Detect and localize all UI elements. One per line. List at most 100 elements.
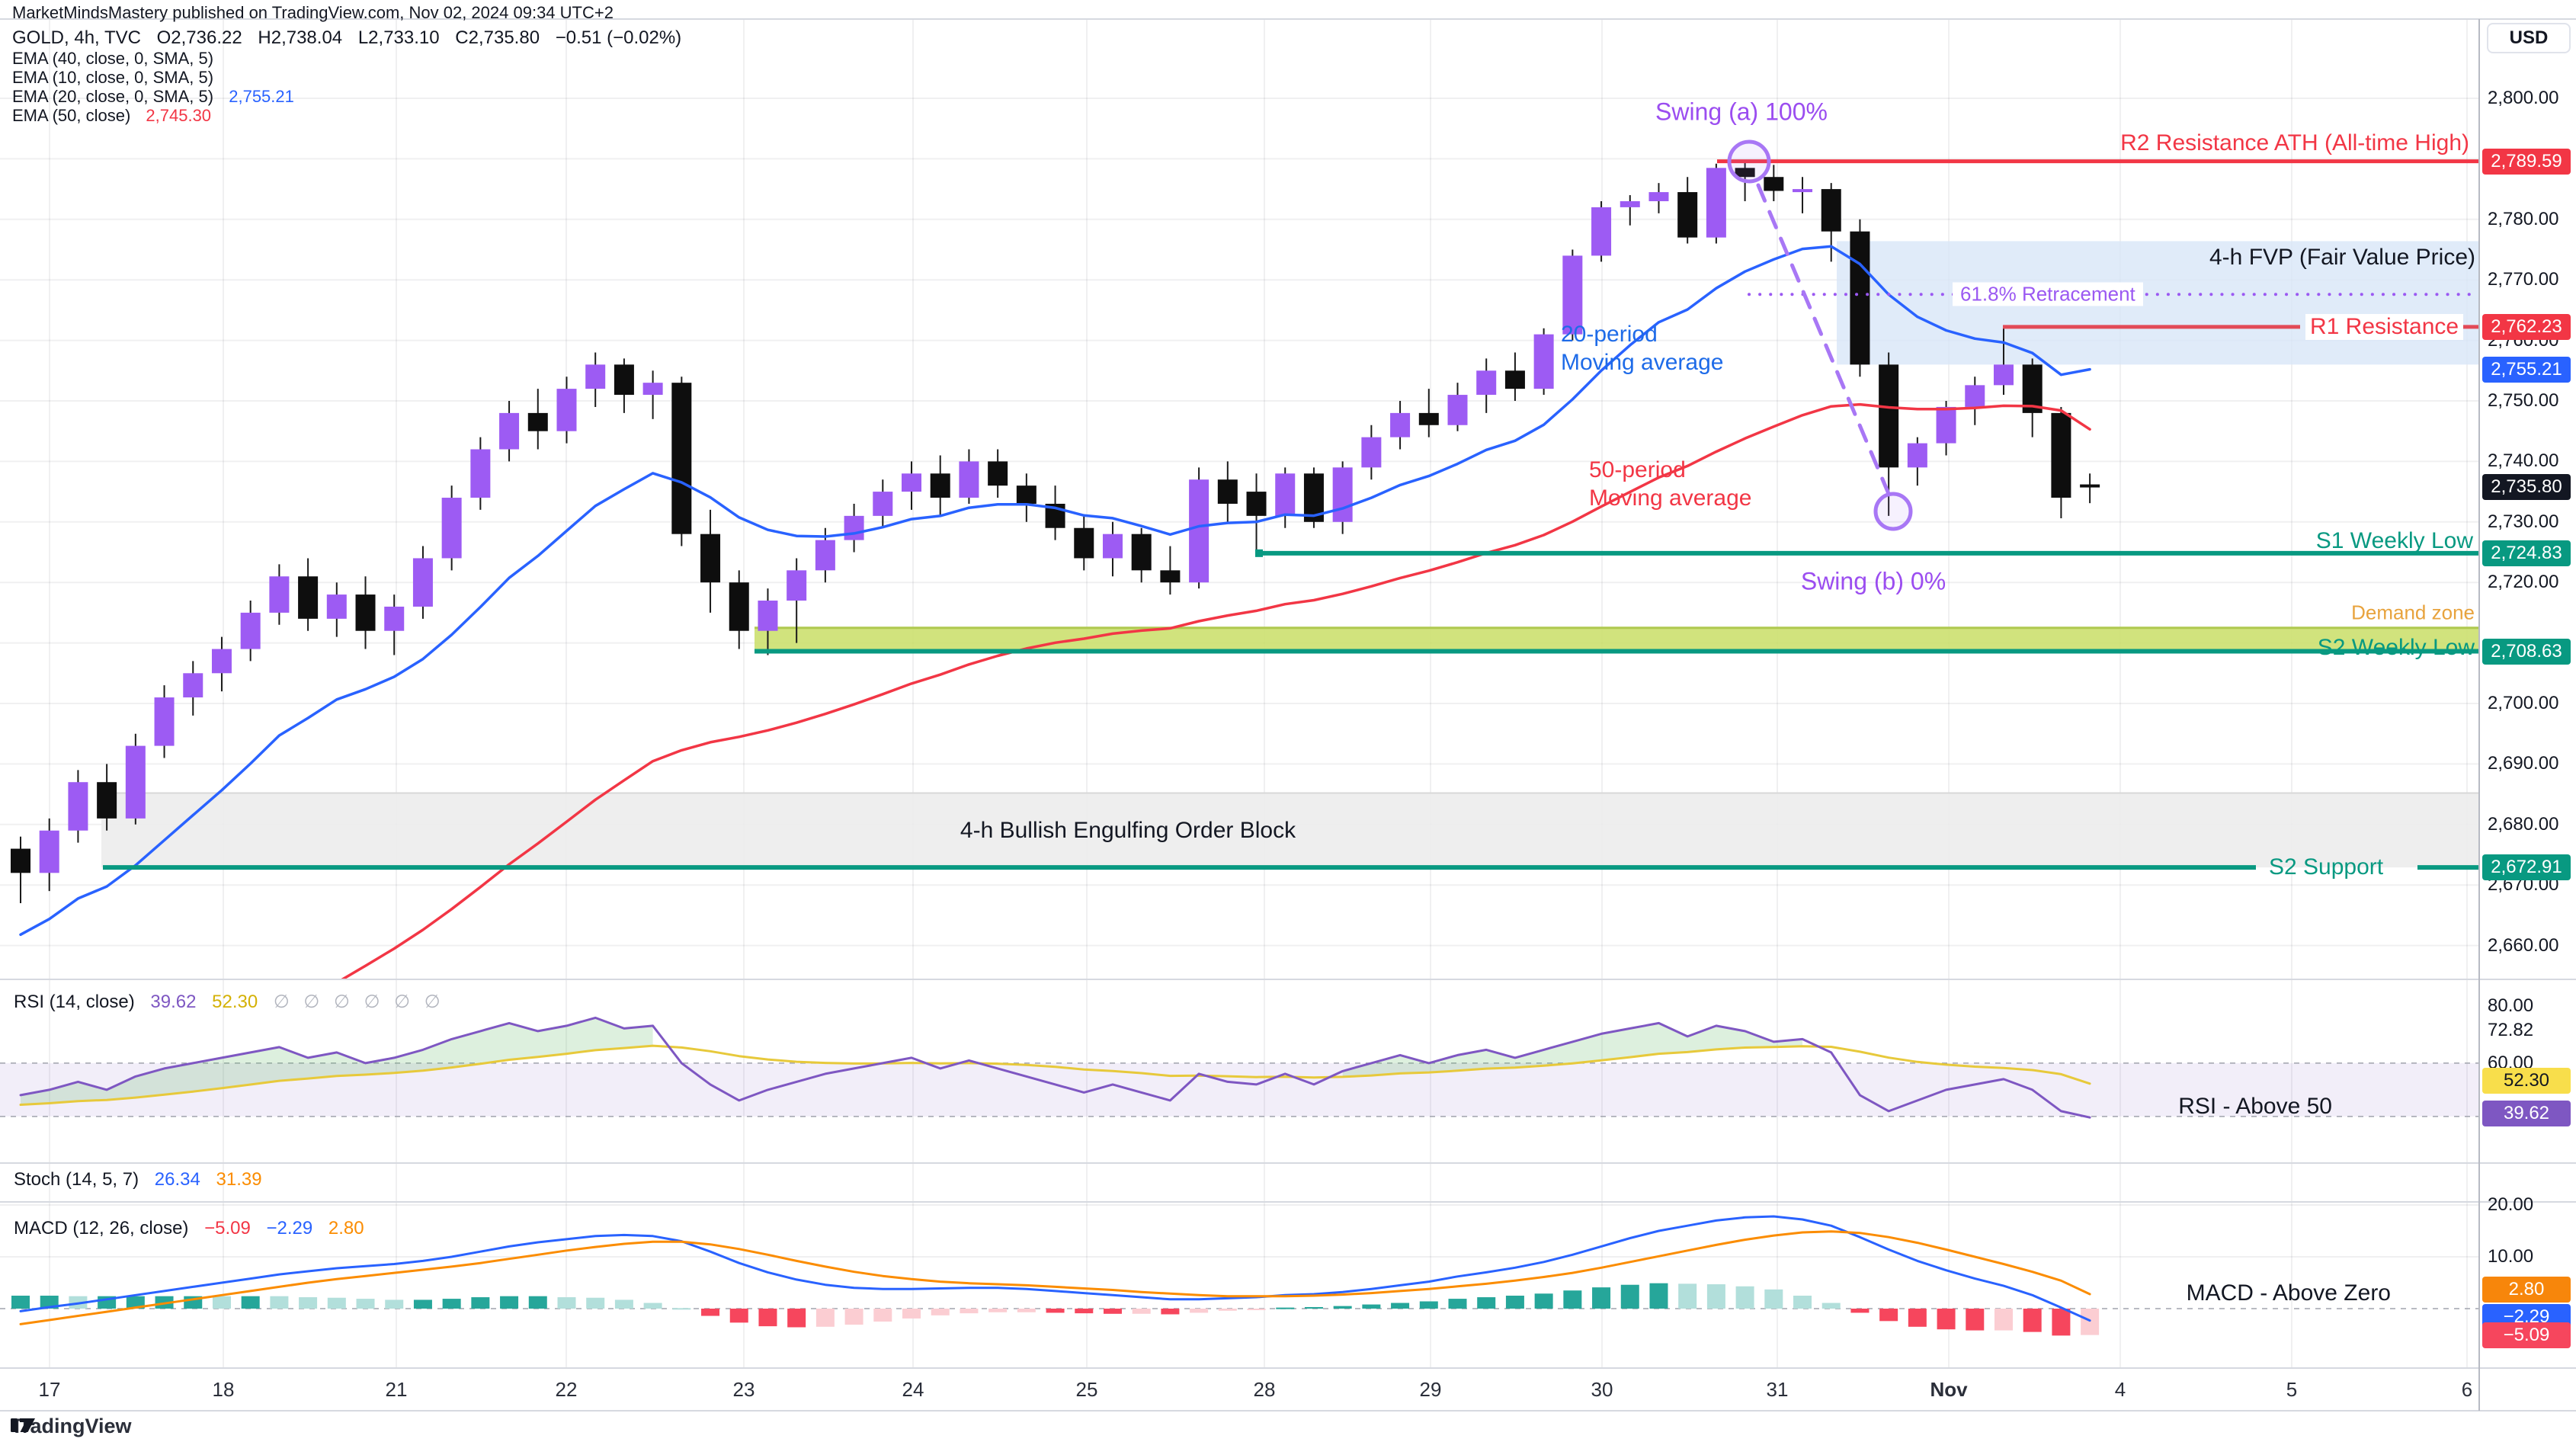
r1-resistance-label[interactable]: R1 Resistance (2305, 314, 2464, 340)
macd-signal-line (19, 1230, 2091, 1325)
price-badge: 39.62 (2482, 1101, 2571, 1126)
candle-up (585, 364, 606, 389)
ma50-annotation[interactable]: 50-period Moving average (1589, 456, 1751, 512)
macd-histogram-bar (1534, 1293, 1553, 1309)
macd-histogram-bar (873, 1309, 892, 1322)
stoch-k-value: 26.34 (154, 1169, 200, 1190)
ema20-legend[interactable]: EMA (20, close, 0, SMA, 5) 2,755.21 (12, 87, 294, 107)
candle-down (1074, 527, 1094, 559)
time-label: 4 (2114, 1378, 2126, 1401)
order-block-label[interactable]: 4-h Bullish Engulfing Order Block (960, 818, 1296, 843)
ema50-legend[interactable]: EMA (50, close) 2,745.30 (12, 106, 211, 126)
macd-histogram-bar (528, 1296, 547, 1309)
ema40-legend[interactable]: EMA (40, close, 0, SMA, 5) (12, 49, 213, 69)
candle-up (269, 576, 290, 613)
stoch-legend-row[interactable]: Stoch (14, 5, 7) 26.34 31.39 (14, 1169, 262, 1190)
macd-histogram-bar (1821, 1303, 1841, 1309)
rsi-bullish-fill (21, 1017, 653, 1105)
indicator-axis-label: 20.00 (2488, 1194, 2534, 1215)
macd-histogram-bar (413, 1299, 432, 1309)
macd-histogram-bar (787, 1309, 806, 1328)
price-badge: 2,735.80 (2482, 474, 2571, 500)
macd-histogram-bar (2081, 1309, 2100, 1335)
macd-histogram-bar (1304, 1306, 1323, 1309)
macd-histogram-bar (2052, 1309, 2071, 1336)
price-badge: 52.30 (2482, 1068, 2571, 1094)
price-badge: 2,672.91 (2482, 854, 2571, 880)
swing-b-circle (1873, 492, 1913, 531)
price-label: 2,660.00 (2488, 934, 2559, 956)
time-label: 23 (732, 1378, 755, 1401)
fvp-label[interactable]: 4-h FVP (Fair Value Price) (2209, 245, 2475, 270)
price-label: 2,700.00 (2488, 693, 2559, 713)
time-label: 28 (1253, 1378, 1276, 1401)
time-label: 29 (1419, 1378, 1442, 1401)
candle-down (988, 461, 1008, 486)
candles (11, 161, 2100, 904)
price-label: 2,720.00 (2488, 572, 2559, 593)
macd-histogram-bar (327, 1297, 346, 1309)
rsi-note-label[interactable]: RSI - Above 50 (2178, 1094, 2332, 1119)
currency-chip[interactable]: USD (2487, 23, 2571, 53)
zones (101, 241, 2479, 868)
ohlc-open: O2,736.22 (156, 27, 242, 48)
ma20-annotation-line2: Moving average (1561, 350, 1724, 375)
macd-histogram-bar (1046, 1309, 1065, 1313)
macd-histogram-bar (1075, 1309, 1094, 1314)
s1-weekly-low-label[interactable]: S1 Weekly Low (2315, 528, 2473, 553)
price-badge: 2,724.83 (2482, 540, 2571, 566)
ma50-annotation-line1: 50-period (1589, 457, 1686, 482)
macd-histogram-bar (11, 1296, 30, 1309)
candle-up (125, 745, 146, 819)
candle-down (2051, 412, 2071, 498)
ema10-legend[interactable]: EMA (10, close, 0, SMA, 5) (12, 68, 213, 88)
ma20-annotation[interactable]: 20-period Moving average (1561, 320, 1723, 377)
candle-down (1217, 479, 1238, 504)
price-badge: 2,708.63 (2482, 639, 2571, 665)
tradingview-logo[interactable]: TradingView (11, 1415, 132, 1438)
fvp-zone (1837, 241, 2479, 365)
rsi-legend-row[interactable]: RSI (14, close) 39.62 52.30 ∅ ∅ ∅ ∅ ∅ ∅ (14, 991, 445, 1013)
time-label: 31 (1766, 1378, 1789, 1401)
demand-zone-label[interactable]: Demand zone (2351, 601, 2475, 624)
macd-histogram-bar (1592, 1287, 1611, 1309)
price-badge: −5.09 (2482, 1322, 2571, 1348)
time-label: 22 (555, 1378, 578, 1401)
candle-down (700, 534, 721, 583)
s2-support-label[interactable]: S2 Support (2269, 854, 2384, 880)
ema10-label: EMA (10, close, 0, SMA, 5) (12, 68, 214, 87)
symbol-legend-row[interactable]: GOLD, 4h, TVC O2,736.22 H2,738.04 L2,733… (12, 27, 681, 49)
ema40-label: EMA (40, close, 0, SMA, 5) (12, 49, 214, 68)
price-label: 2,770.00 (2488, 269, 2559, 290)
macd-histogram-bar (1994, 1309, 2013, 1331)
macd-line-value: −2.29 (266, 1218, 313, 1239)
macd-histogram-bar (1391, 1303, 1410, 1309)
macd-histogram-bar (557, 1297, 576, 1309)
candle-down (1764, 177, 1784, 191)
gridlines (0, 20, 2479, 1368)
swing-dashed-line (1756, 183, 1892, 498)
candle-down (355, 594, 376, 631)
price-label: 2,740.00 (2488, 450, 2559, 472)
macd-histogram-bar (241, 1296, 260, 1309)
macd-histogram-bar (1477, 1297, 1496, 1309)
s2-weekly-low-label[interactable]: S2 Weekly Low (2317, 635, 2475, 660)
price-label: 2,680.00 (2488, 813, 2559, 835)
time-label: 21 (385, 1378, 408, 1401)
candle-down (1504, 370, 1525, 389)
candle-down (614, 364, 634, 396)
candle-up (1907, 443, 1927, 468)
macd-note-label[interactable]: MACD - Above Zero (2186, 1280, 2391, 1306)
macd-legend-row[interactable]: MACD (12, 26, close) −5.09 −2.29 2.80 (14, 1218, 364, 1239)
macd-histogram-bar (1218, 1309, 1237, 1311)
rsi-panel (0, 1016, 2479, 1119)
ma20-annotation-line1: 20-period (1561, 322, 1658, 347)
retracement-label[interactable]: 61.8% Retracement (1953, 282, 2143, 306)
swing-b-label[interactable]: Swing (b) 0% (1800, 567, 1946, 595)
macd-histogram-bar (701, 1309, 720, 1316)
candle-up (1102, 534, 1123, 559)
swing-a-label[interactable]: Swing (a) 100% (1655, 98, 1828, 126)
r2-resistance-label[interactable]: R2 Resistance ATH (All-time High) (2120, 130, 2469, 155)
